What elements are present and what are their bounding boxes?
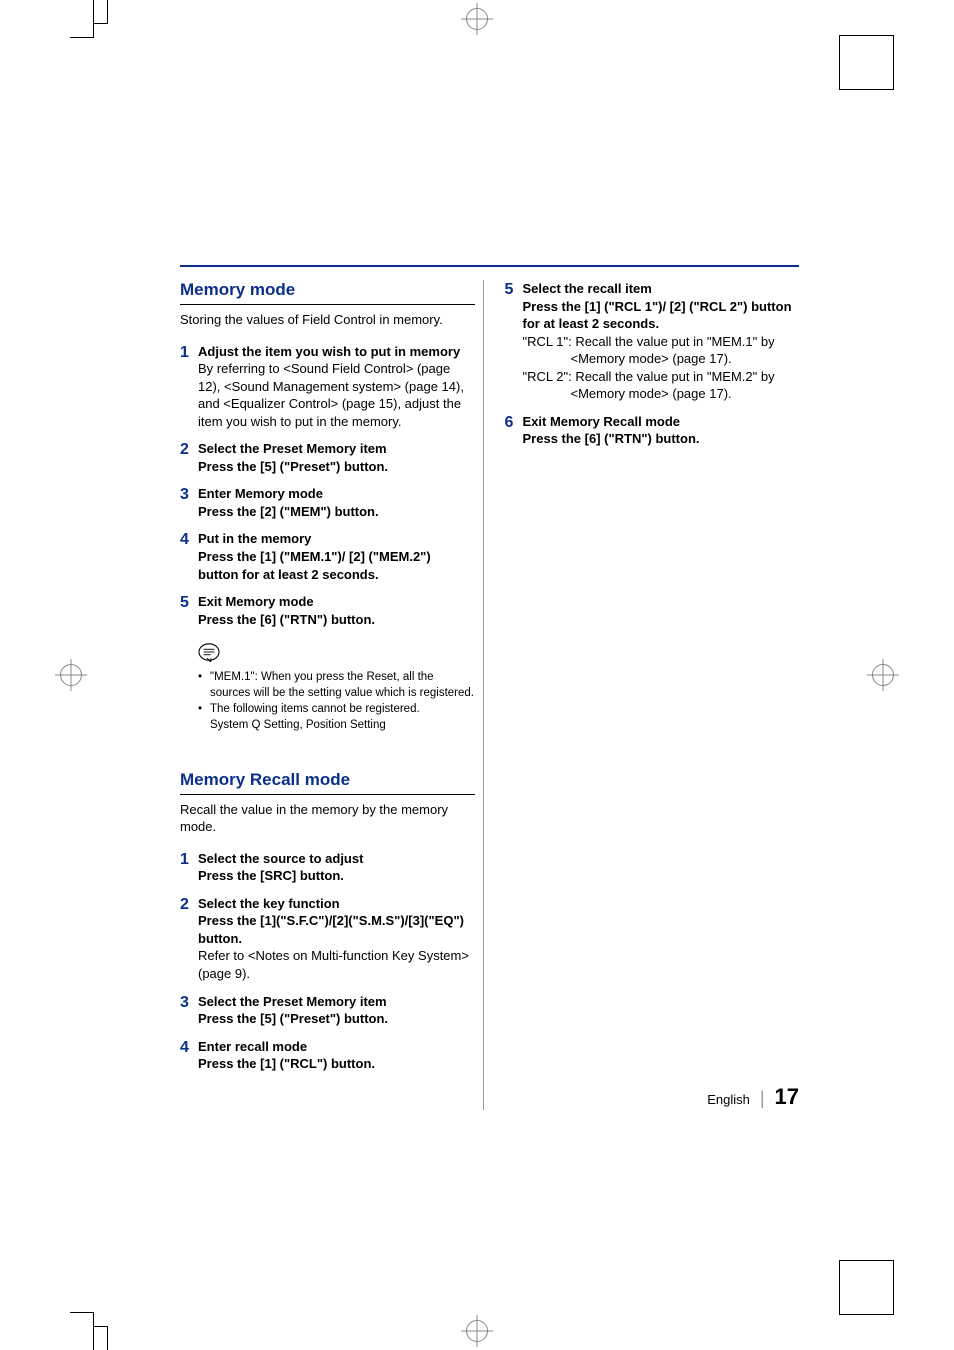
notes-list: •"MEM.1": When you press the Reset, all …	[198, 669, 475, 733]
step-number: 6	[505, 413, 523, 448]
step-number: 2	[180, 895, 198, 983]
step-instruction: Press the [1]("S.F.C")/[2]("S.M.S")/[3](…	[198, 912, 475, 947]
step-2: 2 Select the Preset Memory item Press th…	[180, 440, 475, 475]
crop-mark	[70, 1312, 94, 1350]
step-number: 3	[180, 485, 198, 520]
step-title: Exit Memory mode	[198, 593, 475, 611]
page-footer: English | 17	[707, 1084, 799, 1110]
note-text: "MEM.1": When you press the Reset, all t…	[210, 669, 475, 701]
crop-box	[839, 35, 894, 90]
step-1: 1 Select the source to adjust Press the …	[180, 850, 475, 885]
registration-mark	[466, 1320, 488, 1342]
step-3: 3 Select the Preset Memory item Press th…	[180, 993, 475, 1028]
registration-mark	[466, 8, 488, 30]
intro-text: Storing the values of Field Control in m…	[180, 311, 475, 329]
step-number: 5	[505, 280, 523, 403]
crop-mark	[70, 0, 94, 38]
step-4: 4 Enter recall mode Press the [1] ("RCL"…	[180, 1038, 475, 1073]
registration-mark	[60, 664, 82, 686]
note-text: System Q Setting, Position Setting	[210, 717, 475, 733]
step-title: Select the key function	[198, 895, 475, 913]
crop-box	[839, 1260, 894, 1315]
step-number: 1	[180, 850, 198, 885]
step-instruction: Press the [5] ("Preset") button.	[198, 458, 475, 476]
note-icon	[198, 642, 220, 662]
step-3: 3 Enter Memory mode Press the [2] ("MEM"…	[180, 485, 475, 520]
step-title: Select the source to adjust	[198, 850, 475, 868]
step-instruction: Press the [1] ("MEM.1")/ [2] ("MEM.2") b…	[198, 548, 475, 583]
step-detail: <Memory mode> (page 17).	[571, 385, 800, 403]
step-5: 5 Select the recall item Press the [1] (…	[505, 280, 800, 403]
step-title: Put in the memory	[198, 530, 475, 548]
step-title: Adjust the item you wish to put in memor…	[198, 343, 475, 361]
step-detail: "RCL 1": Recall the value put in "MEM.1"…	[523, 333, 800, 351]
step-4: 4 Put in the memory Press the [1] ("MEM.…	[180, 530, 475, 583]
step-5: 5 Exit Memory mode Press the [6] ("RTN")…	[180, 593, 475, 628]
step-instruction: Press the [5] ("Preset") button.	[198, 1010, 475, 1028]
step-instruction: Press the [1] ("RCL") button.	[198, 1055, 475, 1073]
step-instruction: Press the [SRC] button.	[198, 867, 475, 885]
step-body: Refer to <Notes on Multi-function Key Sy…	[198, 947, 475, 982]
step-number: 4	[180, 1038, 198, 1073]
heading-memory-recall: Memory Recall mode	[180, 770, 475, 795]
intro-text: Recall the value in the memory by the me…	[180, 801, 475, 836]
footer-divider: |	[760, 1088, 765, 1109]
step-title: Select the recall item	[523, 280, 800, 298]
step-number: 1	[180, 343, 198, 431]
step-number: 3	[180, 993, 198, 1028]
step-number: 4	[180, 530, 198, 583]
step-number: 2	[180, 440, 198, 475]
step-number: 5	[180, 593, 198, 628]
top-rule	[180, 265, 799, 267]
step-1: 1 Adjust the item you wish to put in mem…	[180, 343, 475, 431]
crop-mark	[94, 1326, 108, 1350]
page-content: Memory mode Storing the values of Field …	[180, 280, 799, 1170]
crop-mark	[94, 0, 108, 24]
step-title: Enter recall mode	[198, 1038, 475, 1056]
step-instruction: Press the [1] ("RCL 1")/ [2] ("RCL 2") b…	[523, 298, 800, 333]
step-title: Enter Memory mode	[198, 485, 475, 503]
step-instruction: Press the [6] ("RTN") button.	[523, 430, 800, 448]
step-6: 6 Exit Memory Recall mode Press the [6] …	[505, 413, 800, 448]
note-text: The following items cannot be registered…	[210, 701, 475, 717]
step-instruction: Press the [2] ("MEM") button.	[198, 503, 475, 521]
left-column: Memory mode Storing the values of Field …	[180, 280, 475, 1170]
step-title: Select the Preset Memory item	[198, 440, 475, 458]
step-2: 2 Select the key function Press the [1](…	[180, 895, 475, 983]
right-column: 5 Select the recall item Press the [1] (…	[505, 280, 800, 1170]
registration-mark	[872, 664, 894, 686]
footer-language: English	[707, 1092, 750, 1107]
step-instruction: Press the [6] ("RTN") button.	[198, 611, 475, 629]
step-body: By referring to <Sound Field Control> (p…	[198, 360, 475, 430]
heading-memory-mode: Memory mode	[180, 280, 475, 305]
step-detail: "RCL 2": Recall the value put in "MEM.2"…	[523, 368, 800, 386]
step-detail: <Memory mode> (page 17).	[571, 350, 800, 368]
step-title: Select the Preset Memory item	[198, 993, 475, 1011]
step-title: Exit Memory Recall mode	[523, 413, 800, 431]
page-number: 17	[775, 1084, 799, 1110]
